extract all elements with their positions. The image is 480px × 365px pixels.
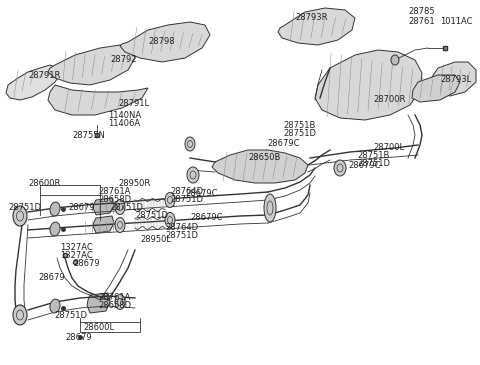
Text: 28679: 28679 bbox=[68, 204, 95, 212]
Polygon shape bbox=[315, 50, 422, 120]
Text: 11406A: 11406A bbox=[108, 119, 140, 128]
Text: 28751B: 28751B bbox=[283, 120, 315, 130]
Polygon shape bbox=[48, 85, 148, 115]
Text: 28761A: 28761A bbox=[98, 293, 131, 303]
Polygon shape bbox=[120, 22, 210, 62]
Ellipse shape bbox=[185, 137, 195, 151]
Ellipse shape bbox=[165, 192, 175, 207]
Text: 28679C: 28679C bbox=[348, 161, 381, 169]
Text: 28751D: 28751D bbox=[8, 204, 41, 212]
Ellipse shape bbox=[115, 295, 125, 310]
Text: 28658D: 28658D bbox=[98, 196, 131, 204]
Text: 1011AC: 1011AC bbox=[440, 18, 472, 27]
Text: 28751D: 28751D bbox=[135, 211, 168, 219]
Ellipse shape bbox=[187, 167, 199, 183]
Ellipse shape bbox=[13, 305, 27, 325]
Polygon shape bbox=[87, 293, 110, 313]
Text: 28679C: 28679C bbox=[267, 138, 300, 147]
Text: 1327AC: 1327AC bbox=[60, 251, 93, 261]
Text: 28791L: 28791L bbox=[118, 100, 149, 108]
Polygon shape bbox=[48, 45, 135, 85]
Text: 28751D: 28751D bbox=[54, 311, 87, 320]
Polygon shape bbox=[93, 198, 114, 215]
Text: 28658D: 28658D bbox=[98, 301, 131, 311]
Text: 28755N: 28755N bbox=[72, 131, 105, 141]
Polygon shape bbox=[430, 62, 476, 96]
Text: 28793L: 28793L bbox=[440, 76, 471, 85]
Polygon shape bbox=[278, 8, 355, 45]
Ellipse shape bbox=[50, 202, 60, 216]
Text: 28679: 28679 bbox=[65, 334, 92, 342]
Polygon shape bbox=[93, 216, 114, 233]
Text: 28679: 28679 bbox=[73, 260, 100, 269]
Ellipse shape bbox=[165, 212, 175, 227]
Ellipse shape bbox=[334, 160, 346, 176]
Text: 28950R: 28950R bbox=[118, 178, 150, 188]
Text: 28785: 28785 bbox=[408, 8, 434, 16]
Ellipse shape bbox=[115, 218, 125, 233]
Text: 1327AC: 1327AC bbox=[60, 243, 93, 253]
Text: 28798: 28798 bbox=[148, 38, 175, 46]
Text: 28751B: 28751B bbox=[357, 150, 389, 160]
Text: 28600R: 28600R bbox=[28, 178, 60, 188]
Text: 28679C: 28679C bbox=[190, 214, 223, 223]
Ellipse shape bbox=[13, 206, 27, 226]
Text: 28792: 28792 bbox=[110, 55, 136, 65]
Text: 28751D: 28751D bbox=[110, 204, 143, 212]
Text: 28700L: 28700L bbox=[373, 143, 404, 153]
Text: 28950L: 28950L bbox=[140, 235, 171, 245]
Polygon shape bbox=[6, 65, 60, 100]
Text: 28751D: 28751D bbox=[165, 231, 198, 241]
Text: 28700R: 28700R bbox=[373, 96, 406, 104]
Ellipse shape bbox=[50, 222, 60, 236]
Text: 28764D: 28764D bbox=[170, 188, 203, 196]
Text: 28650B: 28650B bbox=[248, 154, 280, 162]
Text: 28764D: 28764D bbox=[165, 223, 198, 233]
Text: 28761A: 28761A bbox=[98, 188, 131, 196]
Text: 28679: 28679 bbox=[38, 273, 65, 283]
Text: 28679C: 28679C bbox=[185, 188, 217, 197]
Text: 28793R: 28793R bbox=[295, 14, 327, 23]
Polygon shape bbox=[212, 150, 308, 183]
Text: 28761: 28761 bbox=[408, 18, 434, 27]
Text: 28751D: 28751D bbox=[357, 158, 390, 168]
Text: 28751D: 28751D bbox=[283, 128, 316, 138]
Text: 28791R: 28791R bbox=[28, 70, 60, 80]
Ellipse shape bbox=[391, 55, 399, 65]
Ellipse shape bbox=[50, 299, 60, 313]
Text: 28751D: 28751D bbox=[170, 196, 203, 204]
Ellipse shape bbox=[264, 194, 276, 222]
Text: 28600L: 28600L bbox=[83, 323, 114, 333]
Polygon shape bbox=[412, 75, 460, 102]
Ellipse shape bbox=[115, 200, 125, 215]
Text: 1140NA: 1140NA bbox=[108, 111, 141, 120]
